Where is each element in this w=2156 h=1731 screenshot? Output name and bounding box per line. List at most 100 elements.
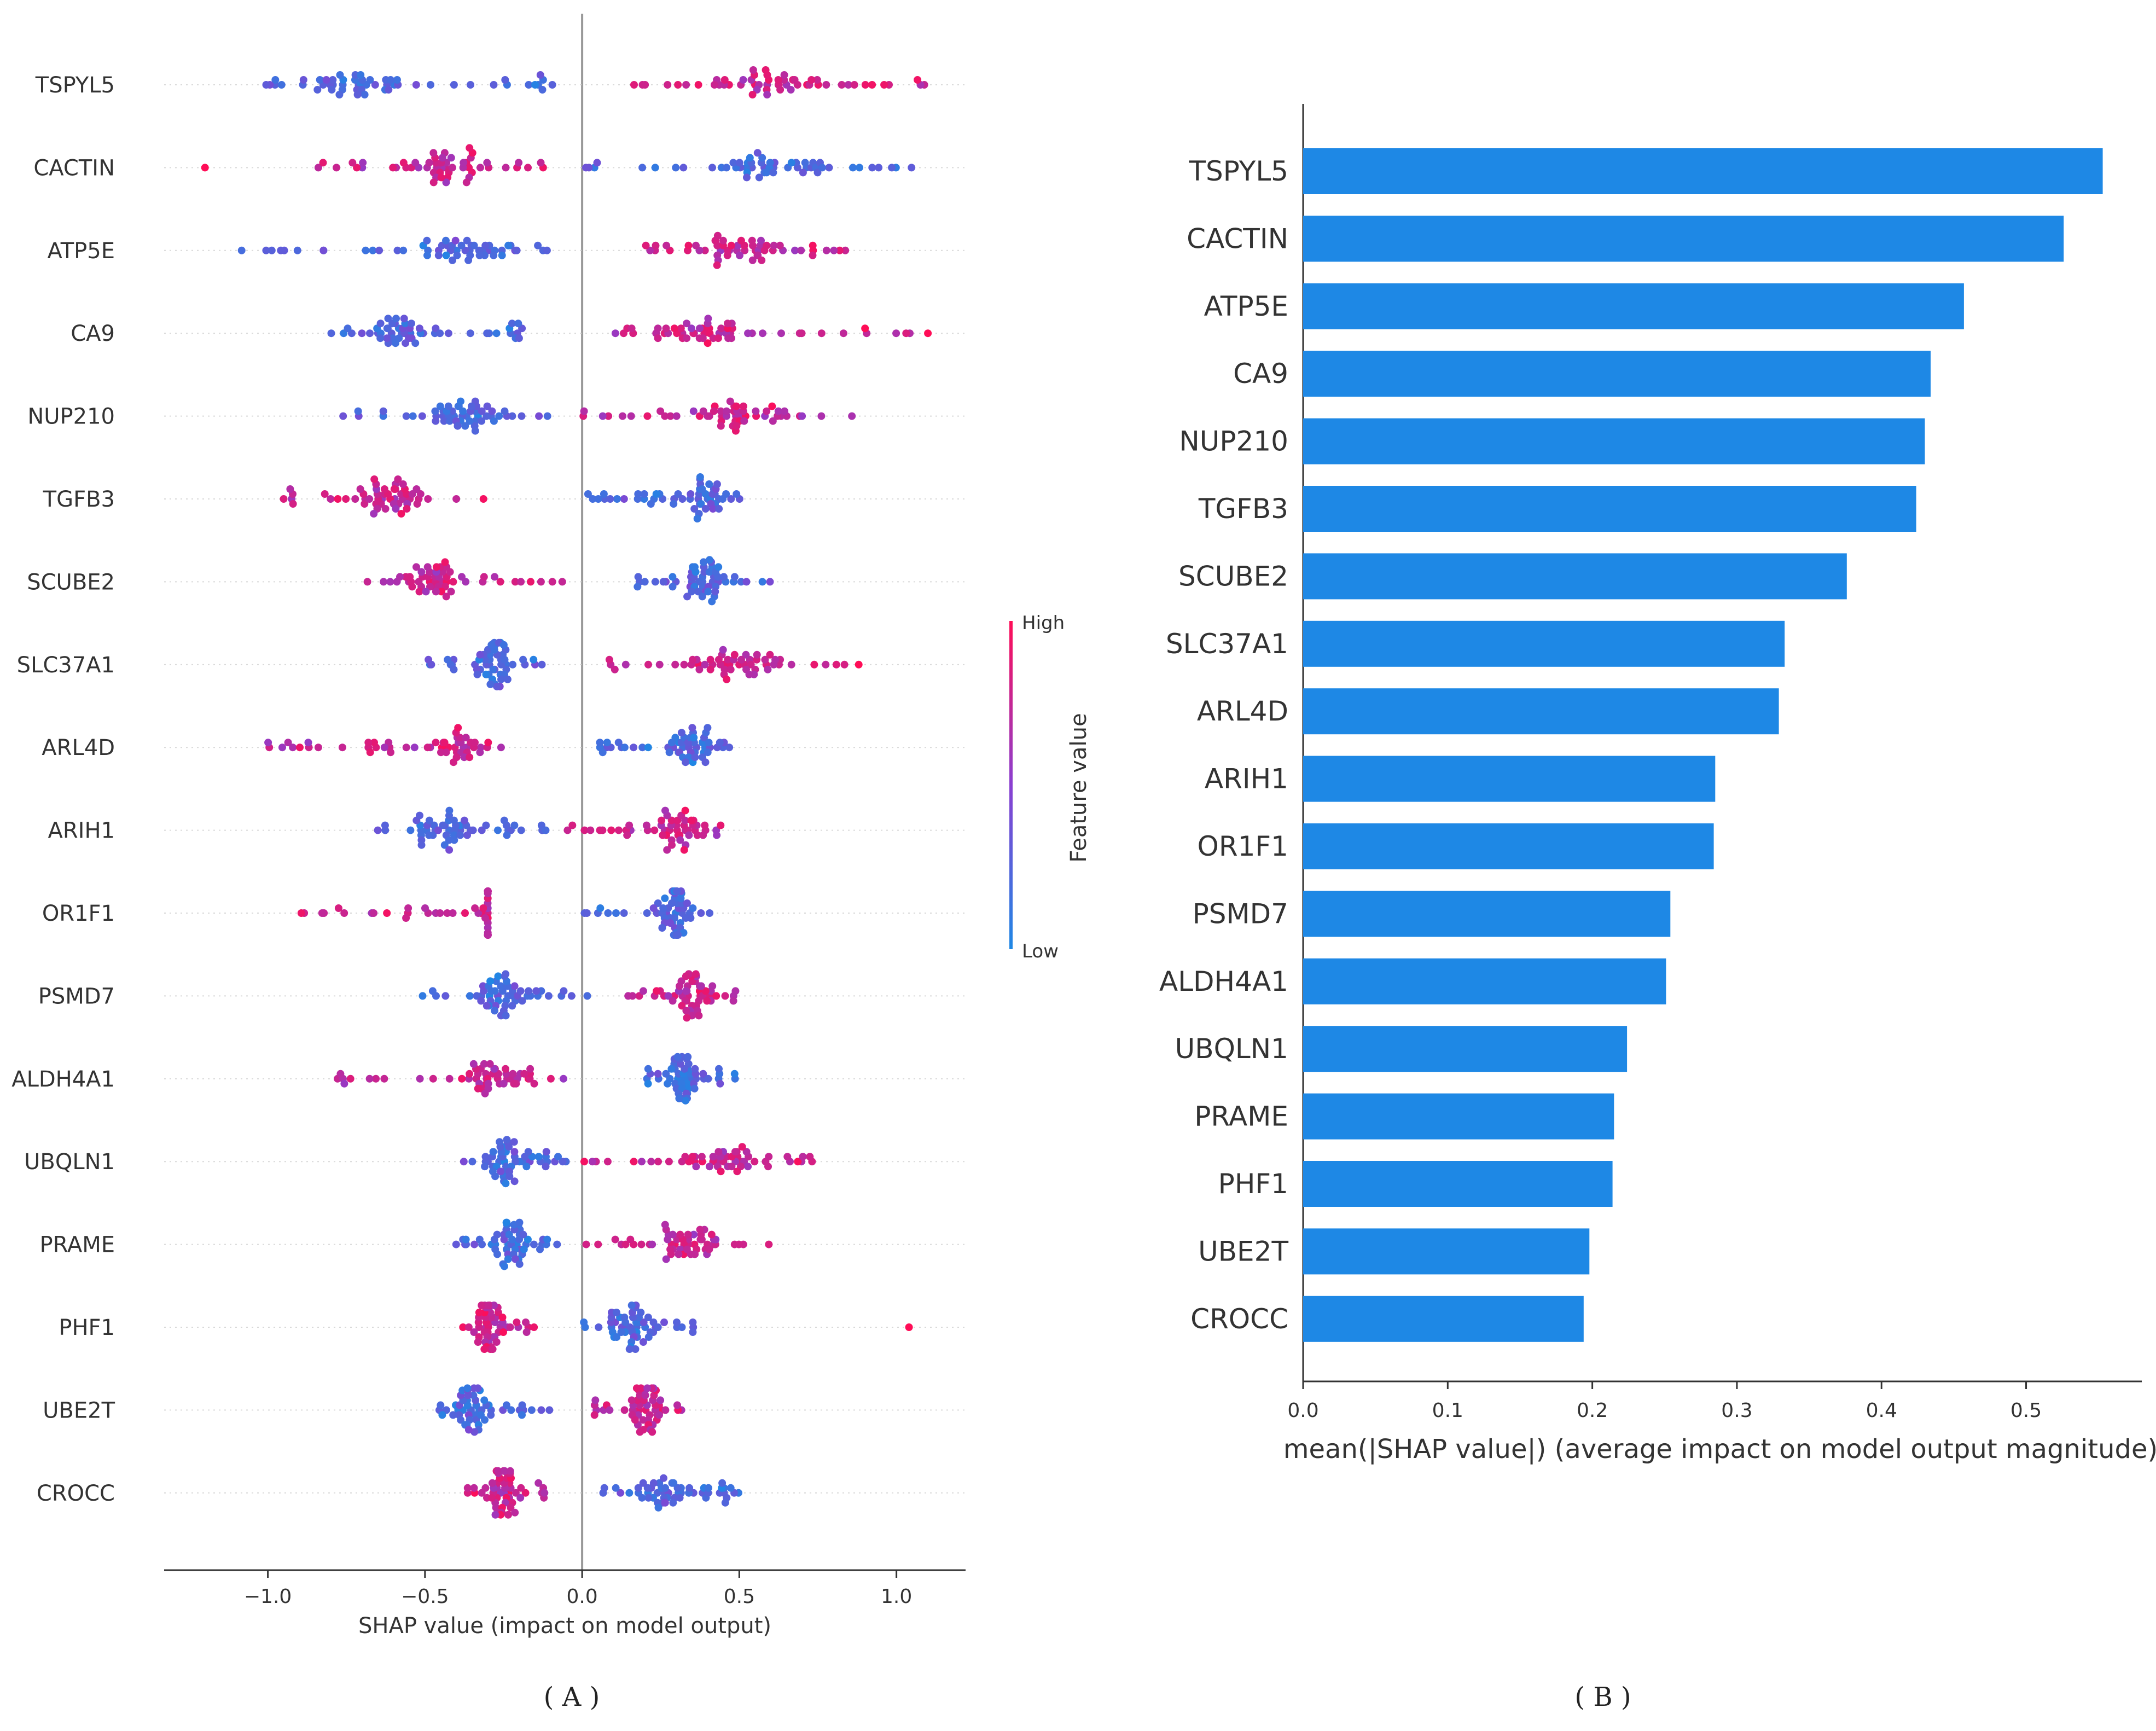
beeswarm-point (707, 1230, 716, 1239)
beeswarm-point (689, 1328, 697, 1336)
beeswarm-point (662, 324, 670, 333)
beeswarm-point (727, 495, 735, 503)
colorbar-gradient (1009, 621, 1013, 949)
beeswarm-point (419, 992, 427, 1000)
beeswarm-point (516, 987, 525, 995)
beeswarm-point (481, 1416, 489, 1424)
beeswarm-point (639, 1479, 647, 1487)
beeswarm-point (654, 1323, 662, 1331)
beeswarm-point (489, 1148, 497, 1156)
x-tick-label-a: −1.0 (244, 1585, 292, 1608)
beeswarm-point (763, 169, 771, 177)
beeswarm-point (434, 826, 442, 834)
beeswarm-point (679, 164, 688, 172)
beeswarm-point (515, 1260, 524, 1268)
beeswarm-point (356, 485, 364, 493)
beeswarm-point (908, 164, 916, 172)
feature-label-a: TGFB3 (43, 487, 115, 512)
beeswarm-point (446, 417, 454, 425)
beeswarm-point (724, 655, 732, 664)
beeswarm-point (661, 1406, 670, 1414)
beeswarm-point (386, 578, 394, 586)
beeswarm-point (648, 1240, 656, 1248)
feature-label-a: CACTIN (33, 155, 115, 181)
beeswarm-point (844, 81, 852, 89)
beeswarm-point (603, 739, 611, 747)
beeswarm-point (638, 1158, 646, 1166)
beeswarm-point (787, 86, 795, 94)
beeswarm-point (452, 1240, 460, 1248)
beeswarm-point (535, 412, 543, 420)
beeswarm-point (408, 583, 416, 591)
beeswarm-point (522, 1163, 531, 1171)
beeswarm-point (385, 86, 393, 94)
beeswarm-point (596, 739, 604, 747)
beeswarm-point (794, 1158, 802, 1166)
beeswarm-point (682, 1007, 690, 1015)
beeswarm-point (491, 1511, 499, 1519)
beeswarm-point (699, 831, 707, 839)
beeswarm-point (499, 1328, 507, 1336)
beeswarm-point (641, 578, 649, 586)
beeswarm-point (652, 241, 660, 249)
beeswarm-point (415, 588, 423, 596)
beeswarm-point (490, 81, 498, 89)
bar-nup210 (1303, 418, 1925, 464)
beeswarm-point (596, 904, 605, 912)
beeswarm-point (709, 505, 717, 513)
beeswarm-point (450, 816, 458, 824)
beeswarm-point (334, 495, 342, 503)
beeswarm-point (507, 1406, 515, 1414)
beeswarm-point (376, 334, 385, 342)
x-axis-title-b: mean(|SHAP value|) (average impact on mo… (1283, 1434, 2156, 1465)
beeswarm-point (724, 334, 733, 342)
beeswarm-point (554, 1153, 562, 1161)
beeswarm-point (538, 660, 546, 669)
beeswarm-point (525, 81, 533, 89)
beeswarm-point (612, 1484, 620, 1492)
beeswarm-point (313, 86, 322, 94)
beeswarm-point (445, 846, 454, 854)
beeswarm-point (396, 573, 404, 581)
feature-label-a: UBE2T (43, 1398, 115, 1423)
beeswarm-point (625, 821, 634, 829)
beeswarm-point (730, 1070, 739, 1078)
x-tick-label-b: 0.4 (1866, 1399, 1897, 1422)
beeswarm-point (771, 655, 779, 664)
beeswarm-point (671, 660, 679, 669)
beeswarm-point (717, 422, 725, 430)
beeswarm-point (822, 246, 830, 254)
x-tick-label-a: 1.0 (881, 1585, 912, 1608)
beeswarm-point (406, 826, 415, 834)
panel-a-beeswarm: −1.0 −0.5 0.0 0.5 1.0 SHAP value (impact on m… (11, 14, 966, 1639)
beeswarm-point (458, 1074, 466, 1083)
beeswarm-point (487, 1494, 496, 1502)
beeswarm-point (723, 407, 731, 415)
beeswarm-point (588, 1158, 596, 1166)
beeswarm-point (762, 66, 770, 74)
beeswarm-point (661, 412, 669, 420)
beeswarm-point (543, 1235, 551, 1244)
beeswarm-point (510, 1148, 519, 1156)
beeswarm-point (438, 1411, 446, 1419)
bar-aldh4a1 (1303, 958, 1666, 1004)
beeswarm-point (700, 558, 707, 566)
beeswarm-point (442, 251, 450, 259)
beeswarm-point (596, 826, 604, 834)
beeswarm-point (868, 164, 876, 172)
bar-label-ubqln1: UBQLN1 (1175, 1033, 1288, 1065)
beeswarm-point (813, 169, 822, 177)
beeswarm-point (494, 826, 502, 834)
bar-phf1 (1303, 1161, 1613, 1207)
beeswarm-row-or1f1 (297, 887, 714, 939)
beeswarm-point (704, 315, 712, 323)
beeswarm-point (494, 972, 502, 980)
beeswarm-point (518, 412, 526, 420)
beeswarm-point (663, 846, 671, 854)
beeswarm-point (314, 743, 322, 752)
beeswarm-point (353, 91, 362, 98)
beeswarm-point (688, 588, 696, 596)
bar-ube2t (1303, 1228, 1590, 1275)
beeswarm-point (381, 505, 390, 513)
beeswarm-point (705, 1484, 712, 1492)
